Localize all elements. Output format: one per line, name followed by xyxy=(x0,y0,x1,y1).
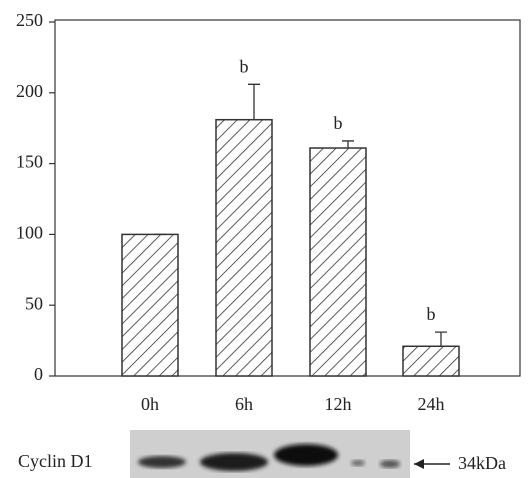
error-bar xyxy=(435,332,447,346)
blot-band xyxy=(274,444,338,466)
bar xyxy=(403,346,459,376)
error-bar xyxy=(342,141,354,148)
chart: Cyclin D1 34kDa 0 50 100 150 200 250 0h 6h b 12h b… xyxy=(0,0,530,478)
error-bar xyxy=(248,84,260,119)
annotation: b xyxy=(427,304,436,324)
annotation: b xyxy=(334,113,343,133)
x-tick-label: 6h xyxy=(235,394,253,414)
blot-background xyxy=(130,430,410,478)
y-tick-label: 0 xyxy=(34,364,43,384)
x-tick-label: 0h xyxy=(141,394,159,414)
x-tick-label: 24h xyxy=(418,394,445,414)
x-tick-label: 12h xyxy=(325,394,352,414)
y-tick-label: 200 xyxy=(16,81,43,101)
blot-band xyxy=(380,460,400,468)
bar xyxy=(122,234,178,376)
annotation: b xyxy=(240,56,249,76)
y-tick-label: 100 xyxy=(16,223,43,243)
y-tick-label: 250 xyxy=(16,10,43,30)
y-tick-label: 50 xyxy=(25,293,43,313)
blot-label: Cyclin D1 xyxy=(18,451,93,471)
marker-arrow-head xyxy=(414,459,424,469)
western-blot xyxy=(130,430,410,478)
bar xyxy=(216,120,272,376)
blot-band xyxy=(351,460,365,466)
bar xyxy=(310,148,366,376)
blot-band xyxy=(200,453,268,471)
blot-marker: 34kDa xyxy=(458,453,506,473)
y-tick-label: 150 xyxy=(16,152,43,172)
blot-band xyxy=(138,456,186,468)
